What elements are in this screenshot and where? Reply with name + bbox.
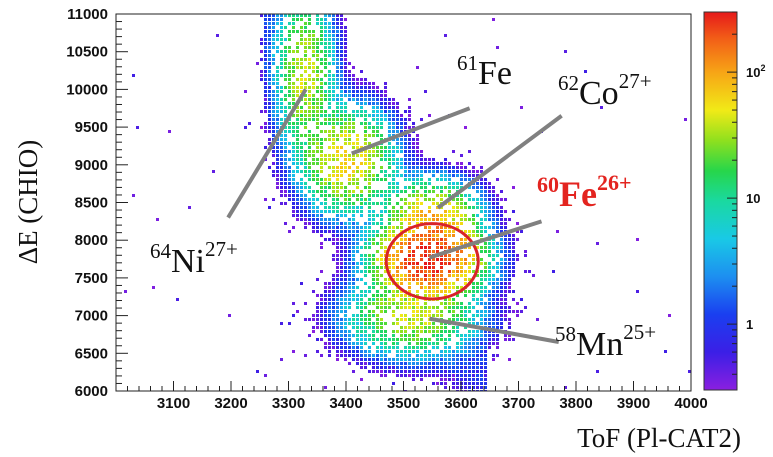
isotope-label-fe61: 61Fe (457, 51, 512, 92)
y-tick-label: 7000 (75, 308, 108, 325)
colorbar-gradient (703, 11, 738, 391)
colorbar-ticks: 1 10 102 (727, 11, 765, 375)
heatmap-area (124, 14, 691, 391)
annotation-line-ni64 (226, 88, 308, 219)
isotope-label-ni64: 64Ni27+ (150, 237, 238, 280)
isotope-element: Co (579, 75, 619, 112)
y-tick-label: 9000 (75, 157, 108, 174)
x-tick-label: 3900 (617, 395, 650, 412)
y-tick-label: 11000 (67, 6, 108, 23)
x-axis-label: ToF (Pl-CAT2) (577, 423, 741, 453)
isotope-charge: 27+ (619, 69, 652, 93)
isotope-element: Fe (559, 174, 597, 214)
y-tick-label: 9500 (75, 119, 108, 136)
annotation-line-fe60 (428, 219, 543, 260)
y-tick-label: 10000 (66, 81, 108, 98)
isotope-charge: 25+ (623, 320, 656, 344)
x-tick-label: 3700 (502, 395, 535, 412)
isotope-mass: 62 (558, 71, 579, 95)
y-tick-label: 6500 (75, 345, 108, 362)
annotations: 64Ni27+61Fe 62Co27+60Fe26+58Mn25+ (150, 51, 656, 363)
x-tick-label: 3600 (444, 395, 477, 412)
x-tick-label: 3500 (387, 395, 420, 412)
x-axis: 3100 3200 3300 3400 3500 3600 3700 3800 3900 4000 (115, 381, 708, 412)
y-tick-label: 7500 (75, 270, 108, 287)
x-tick-label: 4000 (674, 395, 707, 412)
isotope-mass: 58 (555, 322, 576, 346)
x-tick-label: 3800 (559, 395, 592, 412)
y-tick-label: 8000 (75, 232, 108, 249)
y-tick-label: 8500 (75, 195, 108, 212)
isotope-charge: 27+ (205, 237, 238, 261)
isotope-charge: 26+ (597, 170, 632, 195)
colorbar: 1 10 102 (703, 11, 765, 391)
x-tick-label: 3300 (272, 395, 305, 412)
isotope-label-mn58: 58Mn25+ (555, 320, 656, 363)
x-tick-label: 3200 (214, 395, 247, 412)
isotope-mass: 64 (150, 239, 172, 263)
annotation-line-mn58 (429, 316, 560, 344)
isotope-mass: 61 (457, 51, 478, 75)
y-axis-label: ΔE (CHIO) (13, 140, 43, 265)
annotation-line-fe61 (351, 106, 471, 156)
isotope-element: Fe (478, 55, 512, 92)
isotope-element: Ni (171, 243, 205, 280)
y-tick-label: 6000 (75, 383, 108, 400)
colorbar-tick-label: 1 (746, 317, 753, 332)
x-tick-label: 3400 (329, 395, 362, 412)
y-axis: 6000 6500 7000 7500 8000 8500 9000 9500 10000 105… (66, 6, 128, 400)
isotope-label-fe60: 60Fe26+ (537, 170, 632, 214)
colorbar-tick-label: 102 (746, 63, 765, 80)
colorbar-tick-label: 10 (746, 191, 760, 206)
isotope-element: Mn (576, 326, 623, 363)
isotope-mass: 60 (537, 172, 559, 197)
highlight-ellipse (384, 222, 480, 301)
y-tick-label: 10500 (66, 44, 108, 61)
annotation-line-co62 (436, 114, 563, 210)
x-tick-label: 3100 (157, 395, 190, 412)
isotope-label-co62: 62Co27+ (558, 69, 652, 112)
